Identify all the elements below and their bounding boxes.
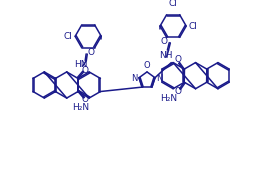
Text: H₂N: H₂N	[72, 103, 89, 112]
Text: O: O	[81, 95, 88, 104]
Text: H₂N: H₂N	[160, 94, 177, 103]
Text: O: O	[174, 55, 181, 64]
Text: O: O	[88, 48, 94, 57]
Text: Cl: Cl	[64, 32, 72, 41]
Text: O: O	[174, 87, 181, 96]
Text: N: N	[131, 74, 138, 83]
Text: Cl: Cl	[188, 22, 197, 31]
Text: N: N	[156, 74, 163, 83]
Text: Cl: Cl	[169, 0, 178, 8]
Text: HN: HN	[74, 60, 88, 69]
Text: O: O	[144, 61, 150, 70]
Text: O: O	[160, 38, 167, 46]
Text: O: O	[81, 66, 88, 74]
Text: NH: NH	[159, 51, 172, 60]
